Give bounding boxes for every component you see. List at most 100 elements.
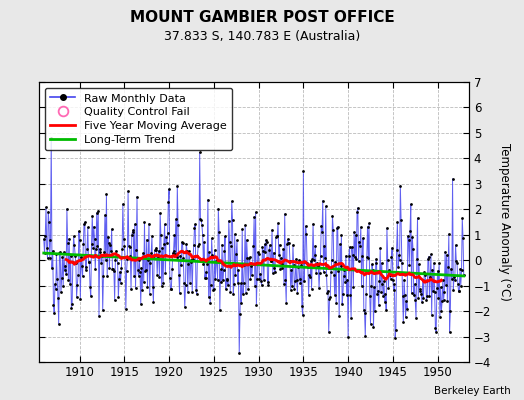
Point: [94, 208, 102, 214]
Point: [104, 240, 113, 246]
Point: [409, 246, 417, 253]
Point: [310, 252, 319, 258]
Point: [239, 280, 248, 287]
Point: [405, 237, 413, 243]
Point: [107, 226, 116, 232]
Point: [376, 245, 385, 251]
Point: [117, 265, 126, 271]
Point: [299, 168, 308, 174]
Point: [352, 256, 361, 263]
Point: [283, 241, 291, 247]
Point: [206, 300, 214, 307]
Point: [211, 276, 220, 282]
Point: [208, 251, 216, 258]
Point: [66, 280, 74, 287]
Point: [278, 261, 287, 267]
Point: [58, 275, 66, 282]
Point: [63, 206, 71, 212]
Point: [303, 260, 311, 266]
Point: [242, 290, 250, 296]
Point: [413, 215, 422, 221]
Point: [336, 241, 344, 248]
Point: [407, 290, 416, 296]
Point: [291, 278, 299, 284]
Point: [67, 253, 75, 259]
Point: [173, 182, 181, 189]
Text: Berkeley Earth: Berkeley Earth: [434, 386, 511, 396]
Point: [301, 259, 309, 266]
Point: [320, 242, 329, 249]
Point: [344, 333, 352, 340]
Point: [126, 253, 135, 259]
Point: [227, 242, 235, 249]
Point: [42, 204, 50, 211]
Point: [247, 263, 255, 269]
Point: [347, 244, 356, 250]
Point: [269, 249, 278, 256]
Point: [272, 233, 281, 240]
Point: [204, 294, 213, 300]
Point: [322, 272, 331, 278]
Point: [174, 272, 183, 278]
Point: [97, 260, 105, 266]
Point: [136, 269, 144, 276]
Point: [353, 208, 361, 215]
Point: [54, 295, 62, 302]
Point: [222, 276, 231, 282]
Point: [130, 221, 139, 228]
Point: [88, 240, 96, 247]
Point: [145, 220, 153, 227]
Point: [332, 300, 341, 306]
Point: [261, 248, 269, 255]
Point: [151, 247, 159, 253]
Point: [118, 201, 127, 207]
Point: [146, 259, 155, 266]
Point: [41, 232, 49, 239]
Point: [46, 237, 54, 243]
Point: [449, 286, 457, 293]
Point: [442, 282, 450, 288]
Point: [169, 248, 178, 254]
Point: [325, 296, 334, 302]
Point: [205, 249, 214, 256]
Point: [93, 243, 102, 249]
Point: [265, 247, 273, 253]
Point: [181, 281, 190, 288]
Point: [187, 259, 195, 266]
Point: [348, 252, 357, 258]
Point: [446, 308, 454, 314]
Point: [290, 286, 299, 292]
Point: [162, 240, 171, 246]
Point: [366, 320, 375, 327]
Point: [170, 232, 179, 238]
Point: [108, 266, 117, 272]
Point: [120, 243, 128, 249]
Point: [135, 257, 144, 263]
Point: [331, 292, 339, 298]
Point: [271, 269, 279, 275]
Point: [183, 248, 191, 254]
Point: [400, 276, 408, 283]
Point: [394, 263, 402, 270]
Point: [123, 256, 132, 262]
Point: [403, 233, 412, 240]
Point: [116, 269, 124, 275]
Point: [49, 302, 58, 308]
Point: [399, 319, 408, 325]
Point: [388, 244, 396, 251]
Point: [299, 312, 307, 318]
Point: [445, 329, 454, 335]
Point: [102, 191, 111, 197]
Point: [333, 225, 341, 231]
Point: [191, 221, 200, 228]
Point: [397, 217, 405, 224]
Point: [70, 242, 79, 249]
Point: [430, 260, 438, 266]
Point: [80, 221, 88, 228]
Point: [151, 247, 160, 253]
Point: [127, 286, 135, 292]
Point: [385, 267, 394, 273]
Point: [252, 209, 260, 215]
Point: [424, 256, 432, 262]
Point: [289, 242, 297, 248]
